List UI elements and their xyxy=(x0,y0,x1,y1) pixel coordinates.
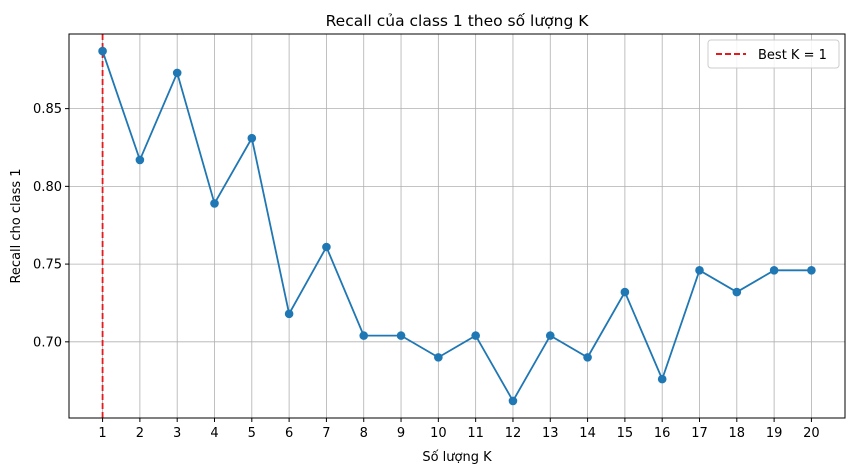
x-tick-label: 19 xyxy=(766,426,783,441)
y-axis-ticks: 0.70 0.75 0.80 0.85 xyxy=(33,102,69,350)
x-tick-label: 13 xyxy=(542,426,559,441)
data-point xyxy=(508,396,518,406)
data-points xyxy=(98,46,816,406)
chart-title: Recall của class 1 theo số lượng K xyxy=(326,12,590,30)
y-tick-label: 0.80 xyxy=(33,180,62,195)
x-tick-label: 20 xyxy=(803,426,820,441)
y-tick-label: 0.75 xyxy=(33,258,62,273)
x-tick-label: 16 xyxy=(654,426,671,441)
data-point xyxy=(769,266,779,275)
data-point xyxy=(695,266,704,275)
data-point xyxy=(322,242,331,252)
x-tick-label: 10 xyxy=(430,426,447,441)
x-tick-label: 8 xyxy=(360,426,368,441)
grid-lines xyxy=(69,34,845,418)
y-tick-label: 0.85 xyxy=(33,102,62,117)
data-point xyxy=(247,133,257,143)
data-point xyxy=(98,46,107,56)
data-point xyxy=(210,199,219,208)
plot-frame xyxy=(68,33,846,419)
legend: Best K = 1 xyxy=(707,39,840,69)
data-point xyxy=(657,374,667,384)
data-point xyxy=(545,331,555,340)
legend-best-k-label: Best K = 1 xyxy=(758,48,827,63)
data-point xyxy=(359,331,369,340)
x-tick-label: 15 xyxy=(617,426,634,441)
data-point xyxy=(135,155,145,165)
x-tick-label: 5 xyxy=(248,426,256,441)
x-tick-label: 3 xyxy=(173,426,181,441)
x-tick-label: 18 xyxy=(729,426,746,441)
x-tick-label: 17 xyxy=(691,426,708,441)
series-line xyxy=(101,50,812,403)
x-tick-label: 6 xyxy=(285,426,293,441)
data-point xyxy=(396,331,406,340)
data-point xyxy=(620,287,630,297)
x-tick-label: 1 xyxy=(98,426,106,441)
x-tick-label: 14 xyxy=(579,426,596,441)
x-axis-label: Số lượng K xyxy=(422,450,492,465)
legend-box xyxy=(707,39,840,69)
x-tick-label: 9 xyxy=(397,426,405,441)
data-point xyxy=(284,309,294,319)
x-tick-label: 4 xyxy=(210,426,218,441)
data-point xyxy=(434,353,443,362)
data-point xyxy=(583,353,592,362)
x-tick-label: 7 xyxy=(322,426,330,441)
x-tick-label: 2 xyxy=(136,426,144,441)
x-axis-ticks: 1 2 3 4 5 6 7 8 9 10 11 12 13 14 15 16 17 18 19 20 xyxy=(98,418,820,441)
data-point xyxy=(172,68,182,78)
x-tick-label: 12 xyxy=(505,426,522,441)
data-point xyxy=(471,331,480,340)
y-axis-label: Recall cho class 1 xyxy=(9,168,24,283)
y-tick-label: 0.70 xyxy=(33,335,62,350)
x-tick-label: 11 xyxy=(467,426,484,441)
data-point xyxy=(807,266,816,275)
data-point xyxy=(732,287,742,297)
